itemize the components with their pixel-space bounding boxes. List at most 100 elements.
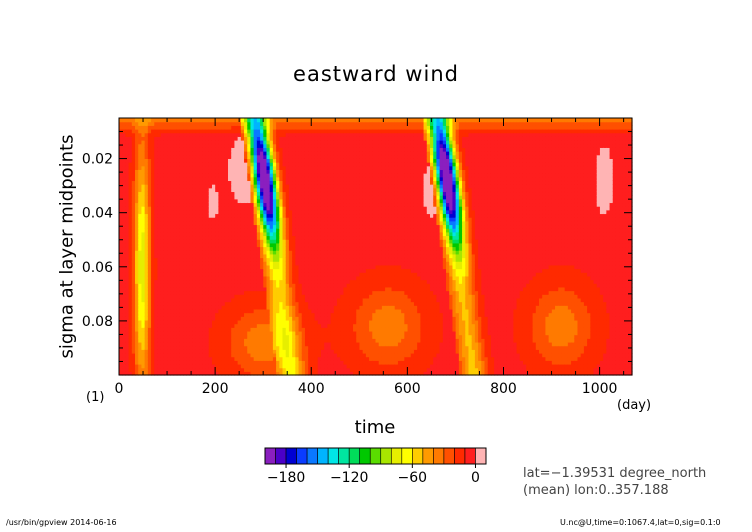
heatmap-cell <box>237 360 242 365</box>
heatmap-cell <box>256 162 261 167</box>
heatmap-cell <box>151 352 155 358</box>
heatmap-cell <box>179 334 184 339</box>
heatmap-cell <box>135 206 139 211</box>
heatmap-cell <box>154 356 159 361</box>
heatmap-cell <box>157 228 162 233</box>
heatmap-cell <box>208 290 213 295</box>
heatmap-cell <box>128 356 133 361</box>
heatmap-cell <box>234 162 239 167</box>
heatmap-cell <box>147 341 152 347</box>
heatmap-cell <box>135 286 139 292</box>
heatmap-cell <box>160 294 165 299</box>
heatmap-cell <box>240 367 245 372</box>
heatmap-cell <box>163 334 168 339</box>
heatmap-cell <box>173 176 178 182</box>
heatmap-cell <box>173 316 178 321</box>
heatmap-cell <box>211 371 216 376</box>
heatmap-cell <box>176 129 181 134</box>
heatmap-cell <box>147 286 152 292</box>
heatmap-cell <box>183 257 187 262</box>
heatmap-cell <box>163 209 168 215</box>
heatmap-cell <box>263 209 268 215</box>
heatmap-cell <box>131 297 136 303</box>
heatmap-cell <box>199 165 203 170</box>
heatmap-cell <box>279 334 284 339</box>
heatmap-cell <box>231 121 236 126</box>
heatmap-cell <box>288 286 293 292</box>
heatmap-cell <box>221 242 226 248</box>
heatmap-cell <box>304 341 309 347</box>
heatmap-cell <box>199 213 203 218</box>
heatmap-cell <box>237 363 242 369</box>
heatmap-cell <box>256 341 261 347</box>
heatmap-cell <box>266 209 271 215</box>
heatmap-cell <box>234 125 239 130</box>
heatmap-cell <box>253 294 258 299</box>
heatmap-cell <box>288 264 293 270</box>
heatmap-cell <box>292 202 296 207</box>
heatmap-cell <box>215 363 219 369</box>
heatmap-cell <box>231 349 236 354</box>
heatmap-cell <box>237 173 242 178</box>
heatmap-cell <box>135 239 139 244</box>
heatmap-cell <box>195 308 200 314</box>
heatmap-cell <box>160 154 165 159</box>
heatmap-cell <box>151 268 155 273</box>
heatmap-cell <box>221 272 226 277</box>
heatmap-cell <box>221 202 226 207</box>
heatmap-cell <box>240 217 245 222</box>
heatmap-cell <box>250 316 255 321</box>
heatmap-cell <box>147 169 152 174</box>
heatmap-cell <box>250 371 255 376</box>
heatmap-cell <box>304 209 309 215</box>
heatmap-cell <box>167 173 171 178</box>
heatmap-cell <box>176 283 181 288</box>
heatmap-cell <box>179 198 184 204</box>
heatmap-cell <box>269 319 274 325</box>
heatmap-cell <box>247 118 252 123</box>
heatmap-cell <box>186 371 191 376</box>
heatmap-cell <box>295 283 300 288</box>
heatmap-cell <box>224 217 229 222</box>
heatmap-cell <box>272 279 277 284</box>
heatmap-cell <box>208 184 213 189</box>
heatmap-cell <box>221 169 226 174</box>
heatmap-cell <box>147 132 152 137</box>
heatmap-cell <box>211 125 216 130</box>
heatmap-cell <box>298 132 303 137</box>
heatmap-cell <box>119 213 123 218</box>
heatmap-cell <box>131 209 136 215</box>
heatmap-cell <box>301 323 306 328</box>
heatmap-cell <box>237 121 242 126</box>
heatmap-cell <box>186 290 191 295</box>
heatmap-cell <box>292 327 296 332</box>
heatmap-cell <box>208 334 213 339</box>
heatmap-cell <box>224 308 229 314</box>
heatmap-cell <box>183 176 187 182</box>
heatmap-cell <box>247 275 252 281</box>
heatmap-cell <box>195 338 200 343</box>
heatmap-cell <box>157 345 162 350</box>
heatmap-cell <box>208 209 213 215</box>
heatmap-cell <box>218 323 223 328</box>
heatmap-cell <box>215 312 219 317</box>
heatmap-cell <box>288 275 293 281</box>
heatmap-cell <box>186 143 191 148</box>
heatmap-cell <box>173 261 178 266</box>
heatmap-cell <box>131 220 136 226</box>
heatmap-cell <box>160 363 165 369</box>
heatmap-cell <box>304 242 309 248</box>
heatmap-cell <box>292 338 296 343</box>
heatmap-cell <box>292 261 296 266</box>
heatmap-cell <box>144 239 149 244</box>
heatmap-cell <box>231 162 236 167</box>
heatmap-cell <box>167 272 171 277</box>
heatmap-cell <box>228 195 232 200</box>
heatmap-cell <box>141 363 146 369</box>
heatmap-cell <box>160 330 165 336</box>
heatmap-cell <box>173 198 178 204</box>
heatmap-cell <box>279 363 284 369</box>
heatmap-cell <box>128 165 133 170</box>
heatmap-cell <box>128 180 133 185</box>
heatmap-cell <box>269 231 274 237</box>
